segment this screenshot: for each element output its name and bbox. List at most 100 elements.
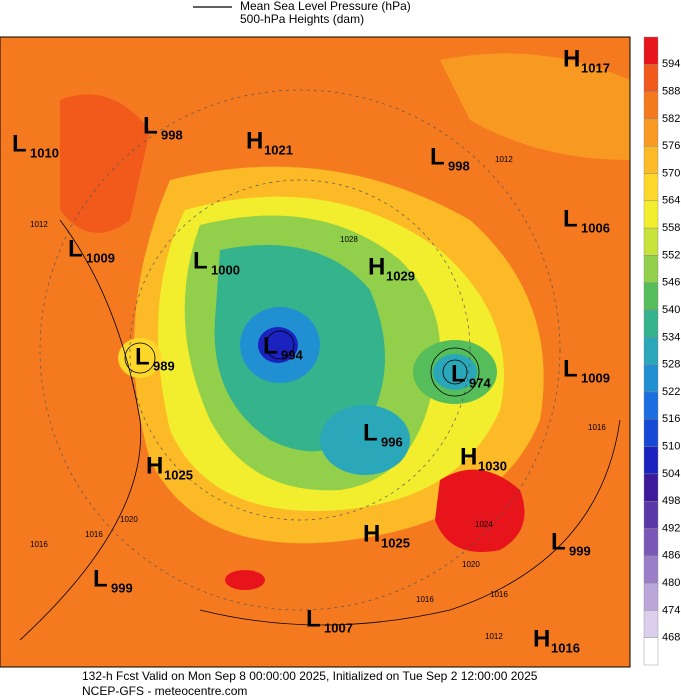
colorbar-tick-label: 498 — [662, 495, 680, 507]
footer-line: NCEP-GFS - meteocentre.com — [82, 684, 247, 698]
colorbar-tick-label: 558 — [662, 222, 680, 234]
map-region — [435, 469, 525, 552]
colorbar-segment — [643, 282, 659, 311]
colorbar-tick-label: 570 — [662, 167, 680, 179]
contour-label: 1016 — [588, 423, 606, 432]
contour-label: 1016 — [490, 590, 508, 599]
map-region — [258, 327, 298, 363]
colorbar-segment — [643, 364, 659, 393]
colorbar-tick-label: 564 — [662, 195, 680, 207]
center-kind: L — [68, 235, 83, 262]
colorbar-segment — [643, 255, 659, 283]
center-kind: L — [563, 355, 578, 382]
center-kind: H — [246, 127, 263, 154]
colorbar-tick-label: 522 — [662, 386, 680, 398]
colorbar-segment — [643, 173, 659, 202]
map-region — [225, 570, 265, 590]
isobar — [199, 419, 621, 626]
center-value: 1021 — [264, 142, 293, 157]
center-kind: L — [12, 130, 27, 157]
center-kind: L — [451, 360, 466, 387]
colorbar-segment — [643, 118, 659, 147]
map-region — [320, 405, 410, 475]
center-kind: H — [563, 45, 580, 72]
center-value: 1017 — [581, 60, 610, 75]
contour-label: 1024 — [475, 520, 493, 529]
colorbar-tick-label: 540 — [662, 304, 680, 316]
contour-label: 1016 — [30, 540, 48, 549]
center-kind: H — [363, 520, 380, 547]
center-value: 1016 — [551, 640, 580, 655]
center-kind: L — [551, 528, 566, 555]
colorbar-segment — [643, 555, 659, 584]
contour-labels: 1012 1016 1020 1016 1012 1024 1020 1016 1016 1012… — [30, 155, 606, 641]
colorbar-segment — [643, 91, 659, 120]
colorbar-segment — [643, 446, 659, 475]
center-kind: L — [430, 143, 445, 170]
center-kind: H — [533, 625, 550, 652]
colorbar-segment — [643, 337, 659, 365]
center-kind: L — [143, 112, 158, 139]
contour-label: 1016 — [85, 530, 103, 539]
center-kind: H — [460, 443, 477, 470]
colorbar-segment — [643, 309, 659, 338]
colorbar-tick-label: 474 — [662, 604, 680, 616]
footer-line: 132-h Fcst Valid on Mon Sep 8 00:00:00 2… — [82, 669, 538, 683]
colorbar-tick-label: 594 — [662, 58, 680, 70]
colorbar: 594 588 582 576 570 564 558 552 546 540 534 528 522 5… — [643, 36, 680, 666]
center-kind: H — [146, 452, 163, 479]
isobar — [124, 342, 156, 374]
colorbar-segment — [643, 64, 659, 92]
center-value: 1009 — [86, 250, 115, 265]
center-kind: L — [263, 332, 278, 359]
colorbar-tick-label: 528 — [662, 359, 680, 371]
colorbar-segment — [643, 582, 659, 611]
center-value: 1007 — [324, 620, 353, 635]
colorbar-tick-label: 468 — [662, 632, 680, 644]
colorbar-segment — [643, 200, 659, 229]
center-kind: L — [135, 343, 150, 370]
center-value: 999 — [111, 580, 133, 595]
contour-label: 1020 — [120, 515, 138, 524]
center-kind: L — [193, 247, 208, 274]
center-value: 998 — [161, 127, 183, 142]
map-border — [0, 36, 631, 668]
center-kind: L — [363, 419, 378, 446]
isobar — [19, 219, 142, 641]
latitude-circle — [39, 89, 561, 611]
center-value: 1000 — [211, 262, 240, 277]
colorbar-segment — [643, 419, 659, 447]
center-value: 989 — [153, 358, 175, 373]
center-kind: L — [306, 605, 321, 632]
center-value: 974 — [469, 375, 491, 390]
center-value: 1025 — [381, 535, 410, 550]
center-kind: L — [93, 565, 108, 592]
colorbar-tick-label: 516 — [662, 413, 680, 425]
map-region — [60, 94, 150, 233]
latitude-circle — [129, 179, 471, 521]
colorbar-tick-label: 492 — [662, 522, 680, 534]
map-region — [440, 53, 630, 161]
colorbar-tick-label: 486 — [662, 550, 680, 562]
center-value: 996 — [381, 434, 403, 449]
legend-label: Mean Sea Level Pressure (hPa) — [240, 0, 411, 13]
colorbar-segment — [643, 146, 659, 174]
legend-label: 500-hPa Heights (dam) — [240, 12, 364, 26]
contour-label: 1016 — [416, 595, 434, 604]
contour-label: 1012 — [495, 155, 513, 164]
colorbar-tick-label: 552 — [662, 249, 680, 261]
colorbar-tick-label: 582 — [662, 113, 680, 125]
colorbar-segment — [643, 528, 659, 556]
colorbar-tick-label: 588 — [662, 86, 680, 98]
colorbar-segment — [643, 637, 659, 666]
colorbar-tick-label: 510 — [662, 440, 680, 452]
isobar — [430, 347, 480, 397]
center-kind: L — [563, 205, 578, 232]
center-value: 999 — [569, 543, 591, 558]
colorbar-segment — [643, 473, 659, 502]
colorbar-tick-label: 534 — [662, 331, 680, 343]
center-value: 998 — [448, 158, 470, 173]
center-kind: H — [368, 253, 385, 280]
